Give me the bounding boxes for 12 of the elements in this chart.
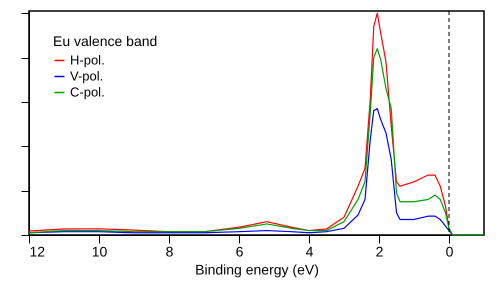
x-tick-label: 2 xyxy=(376,244,384,260)
legend-label: V-pol. xyxy=(70,68,104,84)
x-tick-label: 12 xyxy=(30,244,46,260)
x-tick-label: 4 xyxy=(306,244,314,260)
legend-title: Eu valence band xyxy=(53,33,158,49)
legend-label: H-pol. xyxy=(70,52,105,68)
x-tick-label: 10 xyxy=(92,244,108,260)
x-axis-title: Binding energy (eV) xyxy=(195,262,319,278)
legend-label: C-pol. xyxy=(70,84,105,100)
x-tick-label: 6 xyxy=(236,244,244,260)
x-tick-label: 0 xyxy=(446,244,454,260)
x-tick-label: 8 xyxy=(166,244,174,260)
